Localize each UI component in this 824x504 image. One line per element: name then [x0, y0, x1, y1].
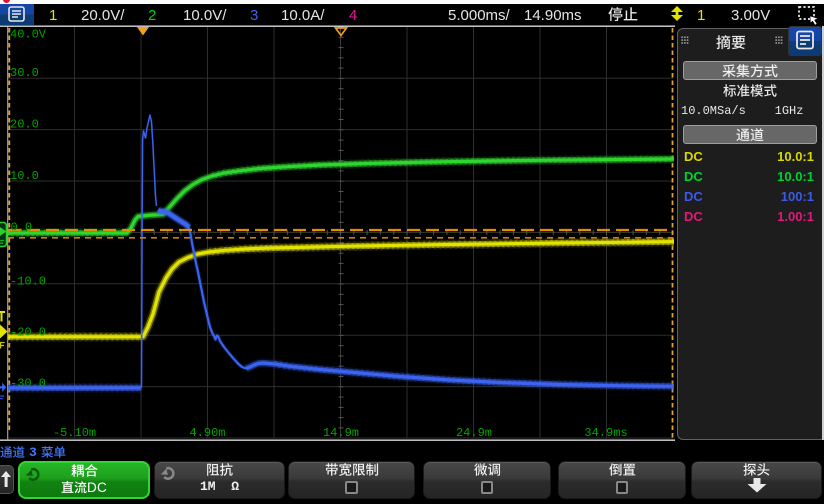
svg-text:30.0: 30.0: [10, 66, 39, 80]
svg-text:14.9m: 14.9m: [323, 426, 359, 440]
svg-text:34.9ms: 34.9ms: [584, 426, 627, 440]
svg-text:-10.0: -10.0: [10, 274, 46, 288]
svg-text:-30.0: -30.0: [10, 376, 46, 390]
svg-text:24.9m: 24.9m: [456, 426, 492, 440]
svg-text:0.0: 0.0: [11, 221, 33, 235]
svg-text:4.90m: 4.90m: [189, 426, 225, 440]
svg-text:20.0: 20.0: [10, 117, 39, 131]
svg-text:-20.0: -20.0: [10, 325, 46, 339]
svg-text:-5.10m: -5.10m: [53, 426, 96, 440]
svg-text:10.0: 10.0: [10, 169, 39, 183]
svg-text:40.0V: 40.0V: [10, 28, 47, 42]
